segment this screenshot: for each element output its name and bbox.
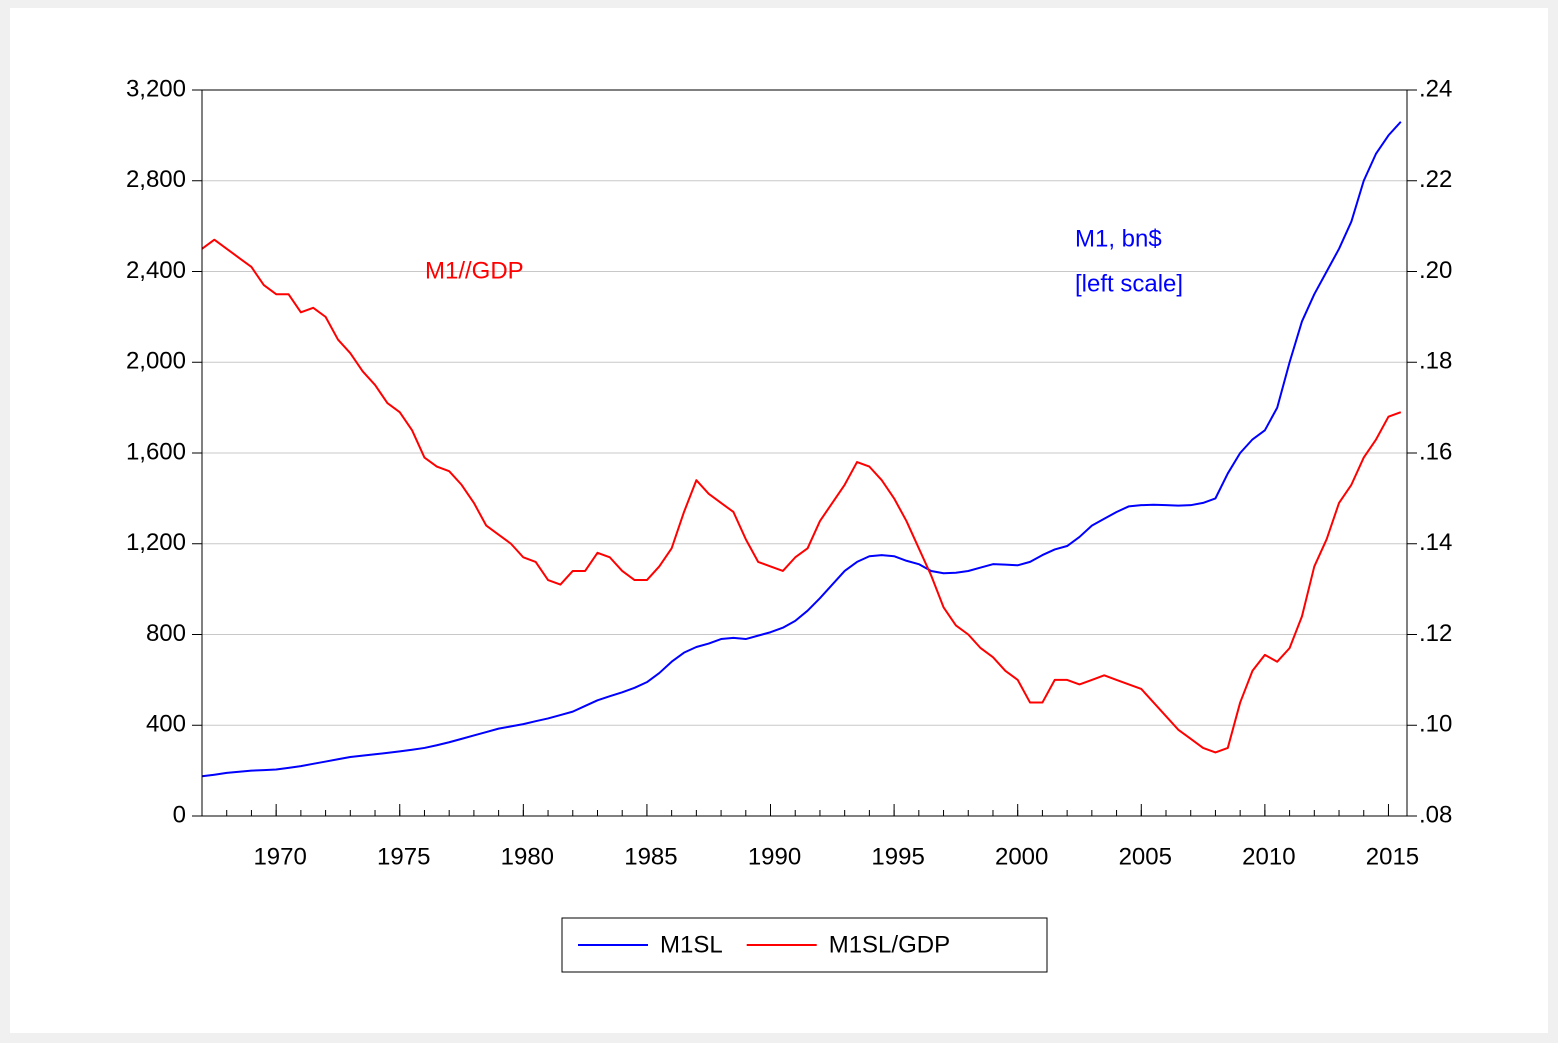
- y-tick-label: 3,200: [126, 75, 186, 102]
- series-line: [201, 121, 1402, 778]
- y-tick-label: 2,400: [126, 257, 186, 284]
- plot-frame: [201, 89, 1408, 817]
- y-tick-label: 1,600: [126, 438, 186, 465]
- y2-tick-label: .08: [1419, 801, 1452, 828]
- y2-tick-label: .16: [1419, 438, 1452, 465]
- y2-tick-label: .20: [1419, 257, 1452, 284]
- x-tick-label: 1980: [501, 843, 554, 870]
- legend-label: M1SL/GDP: [829, 931, 950, 958]
- y-tick-label: 1,200: [126, 529, 186, 556]
- x-tick-label: 1975: [377, 843, 430, 870]
- y-tick-label: 2,800: [126, 166, 186, 193]
- y-tick-label: 400: [146, 711, 186, 738]
- y2-tick-label: .10: [1419, 711, 1452, 738]
- y2-tick-label: .14: [1419, 529, 1452, 556]
- x-tick-label: 1990: [748, 843, 801, 870]
- x-tick-label: 2000: [995, 843, 1048, 870]
- annotation: M1//GDP: [425, 257, 524, 284]
- y2-tick-label: .24: [1419, 75, 1452, 102]
- y-tick-label: 0: [173, 801, 186, 828]
- y2-tick-label: .18: [1419, 348, 1452, 375]
- y-tick-label: 2,000: [126, 348, 186, 375]
- series-line: [201, 238, 1402, 754]
- legend-label: M1SL: [660, 931, 723, 958]
- y2-tick-label: .12: [1419, 620, 1452, 647]
- panel: [10, 8, 1548, 1033]
- annotation: [left scale]: [1075, 270, 1183, 297]
- y2-tick-label: .22: [1419, 166, 1452, 193]
- annotation: M1, bn$: [1075, 225, 1162, 252]
- x-tick-label: 2005: [1119, 843, 1172, 870]
- x-tick-label: 2015: [1366, 843, 1419, 870]
- x-tick-label: 2010: [1242, 843, 1295, 870]
- x-tick-label: 1985: [624, 843, 677, 870]
- x-tick-label: 1995: [871, 843, 924, 870]
- x-tick-label: 1970: [253, 843, 306, 870]
- y-tick-label: 800: [146, 620, 186, 647]
